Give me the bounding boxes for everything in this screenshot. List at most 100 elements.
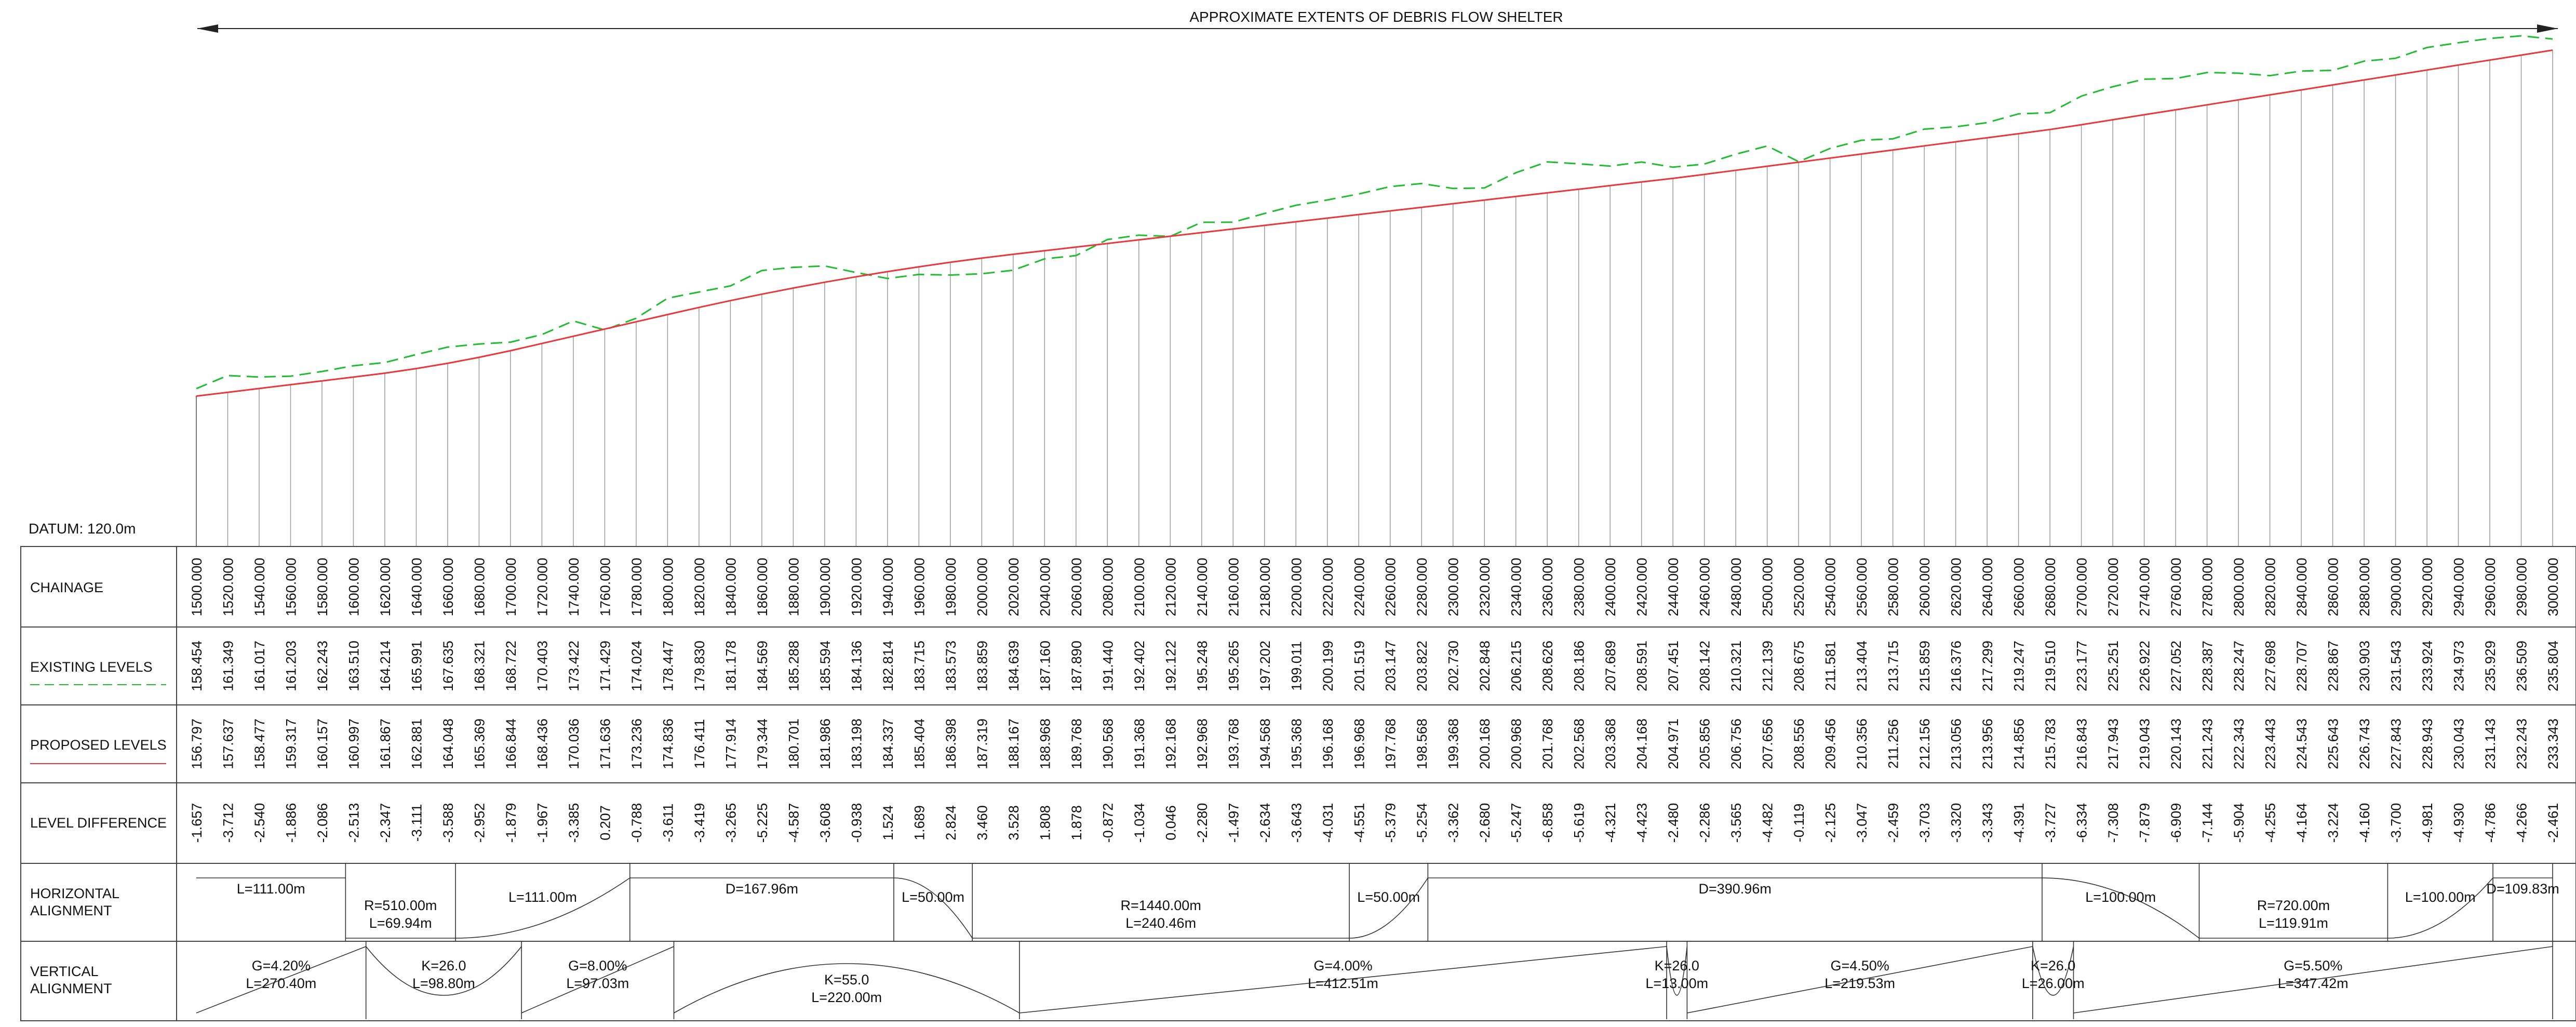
proposed-level-value: 176.411 (692, 719, 707, 769)
proposed-level-value: 158.477 (252, 718, 267, 769)
chainage-value: 2200.000 (1289, 558, 1304, 617)
proposed-level-value: 202.568 (1572, 718, 1587, 769)
existing-level-value: 211.581 (1823, 641, 1839, 691)
row-label-chainage: CHAINAGE (30, 580, 103, 595)
level-difference-value: -6.334 (2074, 803, 2090, 843)
chainage-value: 2960.000 (2483, 558, 2498, 617)
proposed-level-value: 193.768 (1226, 718, 1241, 769)
existing-level-value: 170.403 (534, 641, 550, 691)
vertical-alignment-label: L=270.40m (246, 976, 316, 991)
level-difference-value: -4.587 (786, 803, 801, 843)
horizontal-alignment-label: R=720.00m (2257, 898, 2330, 913)
existing-level-value: 226.922 (2137, 641, 2153, 691)
horizontal-alignment-label: D=109.83m (2486, 881, 2559, 897)
chainage-value: 1760.000 (597, 558, 613, 617)
level-difference-value: -2.280 (1195, 803, 1210, 843)
chainage-value: 2520.000 (1791, 558, 1807, 617)
level-difference-value: -4.551 (1351, 803, 1367, 843)
level-difference-value: -3.643 (1289, 803, 1304, 843)
level-difference-value: -1.657 (189, 803, 205, 843)
alignment-shape (366, 946, 522, 996)
proposed-level-value: 222.343 (2231, 718, 2247, 769)
level-difference-value: -3.385 (566, 803, 582, 843)
chainage-value: 2400.000 (1603, 558, 1618, 617)
chainage-value: 2600.000 (1917, 558, 1933, 617)
proposed-level-value: 180.701 (786, 718, 801, 769)
existing-level-value: 192.122 (1163, 641, 1178, 691)
proposed-level-value: 160.157 (315, 718, 330, 769)
proposed-level-value: 159.317 (283, 718, 299, 769)
chainage-value: 1680.000 (472, 558, 487, 617)
chainage-value: 2040.000 (1037, 558, 1053, 617)
existing-level-value: 200.199 (1320, 641, 1336, 691)
level-difference-value: -3.362 (1446, 803, 1461, 843)
level-difference-value: -6.858 (1540, 803, 1555, 843)
proposed-level-value: 210.356 (1854, 718, 1870, 769)
vertical-alignment-segment: G=4.50% L=219.53m (1687, 941, 2033, 1019)
proposed-level-value: 170.036 (566, 718, 582, 769)
vertical-alignment-segment: K=26.0 L=26.00m (2022, 941, 2085, 1019)
horizontal-alignment-segment: L=50.00m (893, 863, 973, 941)
existing-level-value: 215.859 (1917, 641, 1933, 691)
level-difference-value: -0.788 (629, 803, 645, 843)
level-difference-value: -4.391 (2011, 803, 2027, 843)
level-difference-value: 3.460 (974, 805, 990, 841)
proposed-level-value: 206.756 (1728, 718, 1744, 769)
chainage-value: 1960.000 (911, 558, 927, 617)
level-difference-value: -5.379 (1383, 803, 1399, 843)
proposed-level-value: 161.867 (378, 718, 393, 769)
chainage-value: 2260.000 (1383, 558, 1399, 617)
horizontal-alignment-label: L=69.94m (369, 915, 432, 931)
horizontal-alignment-segment: L=111.00m (196, 863, 346, 941)
existing-level-value: 231.543 (2389, 641, 2404, 691)
existing-level-value: 185.288 (786, 641, 801, 691)
existing-level-value: 174.024 (629, 641, 645, 691)
level-difference-value: -4.031 (1320, 803, 1336, 843)
vertical-alignment-segment: G=8.00% L=97.03m (521, 941, 675, 1019)
level-difference-value: -6.909 (2168, 803, 2184, 843)
existing-level-value: 184.639 (1006, 641, 1022, 691)
horizontal-alignment-label: L=100.00m (2405, 889, 2476, 905)
proposed-level-value: 195.368 (1289, 718, 1304, 769)
existing-level-value: 182.814 (880, 641, 896, 691)
existing-level-value: 197.202 (1257, 641, 1273, 691)
existing-level-value: 171.429 (597, 641, 613, 691)
level-difference-value: -4.255 (2263, 803, 2278, 843)
existing-level-value: 228.867 (2326, 641, 2341, 691)
proposed-level-value: 181.986 (817, 718, 833, 769)
proposed-level-value: 212.156 (1917, 718, 1933, 769)
horizontal-alignment-segment: R=1440.00m L=240.46m (972, 863, 1350, 941)
vertical-alignment-label: G=8.00% (568, 958, 627, 973)
chainage-value: 1620.000 (378, 558, 393, 617)
level-difference-value: -7.144 (2200, 803, 2216, 843)
chainage-value: 2720.000 (2105, 558, 2121, 617)
chainage-value: 2660.000 (2011, 558, 2027, 617)
level-difference-value: -3.703 (1917, 803, 1933, 843)
chainage-value: 2620.000 (1949, 558, 1964, 617)
existing-level-value: 208.675 (1791, 641, 1807, 691)
proposed-level-value: 232.243 (2514, 718, 2530, 769)
vertical-alignment-label: G=5.50% (2284, 958, 2342, 973)
level-difference-value: -5.225 (755, 803, 770, 843)
proposed-level-value: 177.914 (723, 718, 739, 769)
row-label-level-difference: LEVEL DIFFERENCE (30, 815, 167, 831)
level-difference-value: -3.588 (440, 803, 456, 843)
chainage-value: 1780.000 (629, 558, 645, 617)
level-difference-value: -7.308 (2105, 803, 2121, 843)
existing-level-value: 195.265 (1226, 641, 1241, 691)
chainage-value: 2360.000 (1540, 558, 1555, 617)
chainage-value: 2640.000 (1980, 558, 1995, 617)
existing-level-value: 228.707 (2294, 641, 2310, 691)
level-difference-value: -4.266 (2514, 803, 2530, 843)
chainage-value: 2160.000 (1226, 558, 1241, 617)
proposed-level-value: 230.043 (2451, 718, 2467, 769)
chainage-value: 2840.000 (2294, 558, 2310, 617)
chainage-value: 2020.000 (1006, 558, 1022, 617)
vertical-alignment-segment: K=55.0 L=220.00m (674, 941, 1020, 1019)
level-difference-value: 3.528 (1006, 805, 1022, 841)
level-difference-value: -3.712 (220, 803, 236, 843)
vertical-alignment-label: K=26.0 (1655, 958, 1699, 973)
level-difference-value: 0.046 (1163, 805, 1178, 841)
existing-level-value: 181.178 (723, 641, 739, 691)
existing-level-value: 158.454 (189, 641, 205, 691)
